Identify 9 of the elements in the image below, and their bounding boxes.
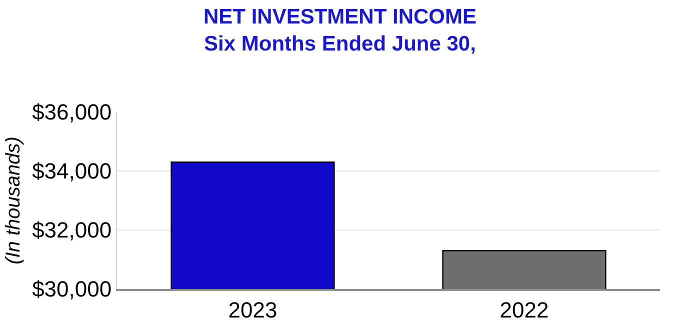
y-tick-label: $36,000 (32, 100, 112, 125)
y-tick-label: $30,000 (32, 276, 112, 302)
y-tick-label: $34,000 (32, 158, 112, 184)
x-tick-label: 2022 (500, 297, 549, 322)
y-tick-label: $32,000 (32, 218, 112, 243)
chart-title: NET INVESTMENT INCOME (203, 5, 477, 28)
y-axis-title: (In thousands) (2, 136, 25, 264)
x-tick-label: 2023 (228, 297, 278, 322)
chart-subtitle: Six Months Ended June 30, (204, 32, 476, 56)
